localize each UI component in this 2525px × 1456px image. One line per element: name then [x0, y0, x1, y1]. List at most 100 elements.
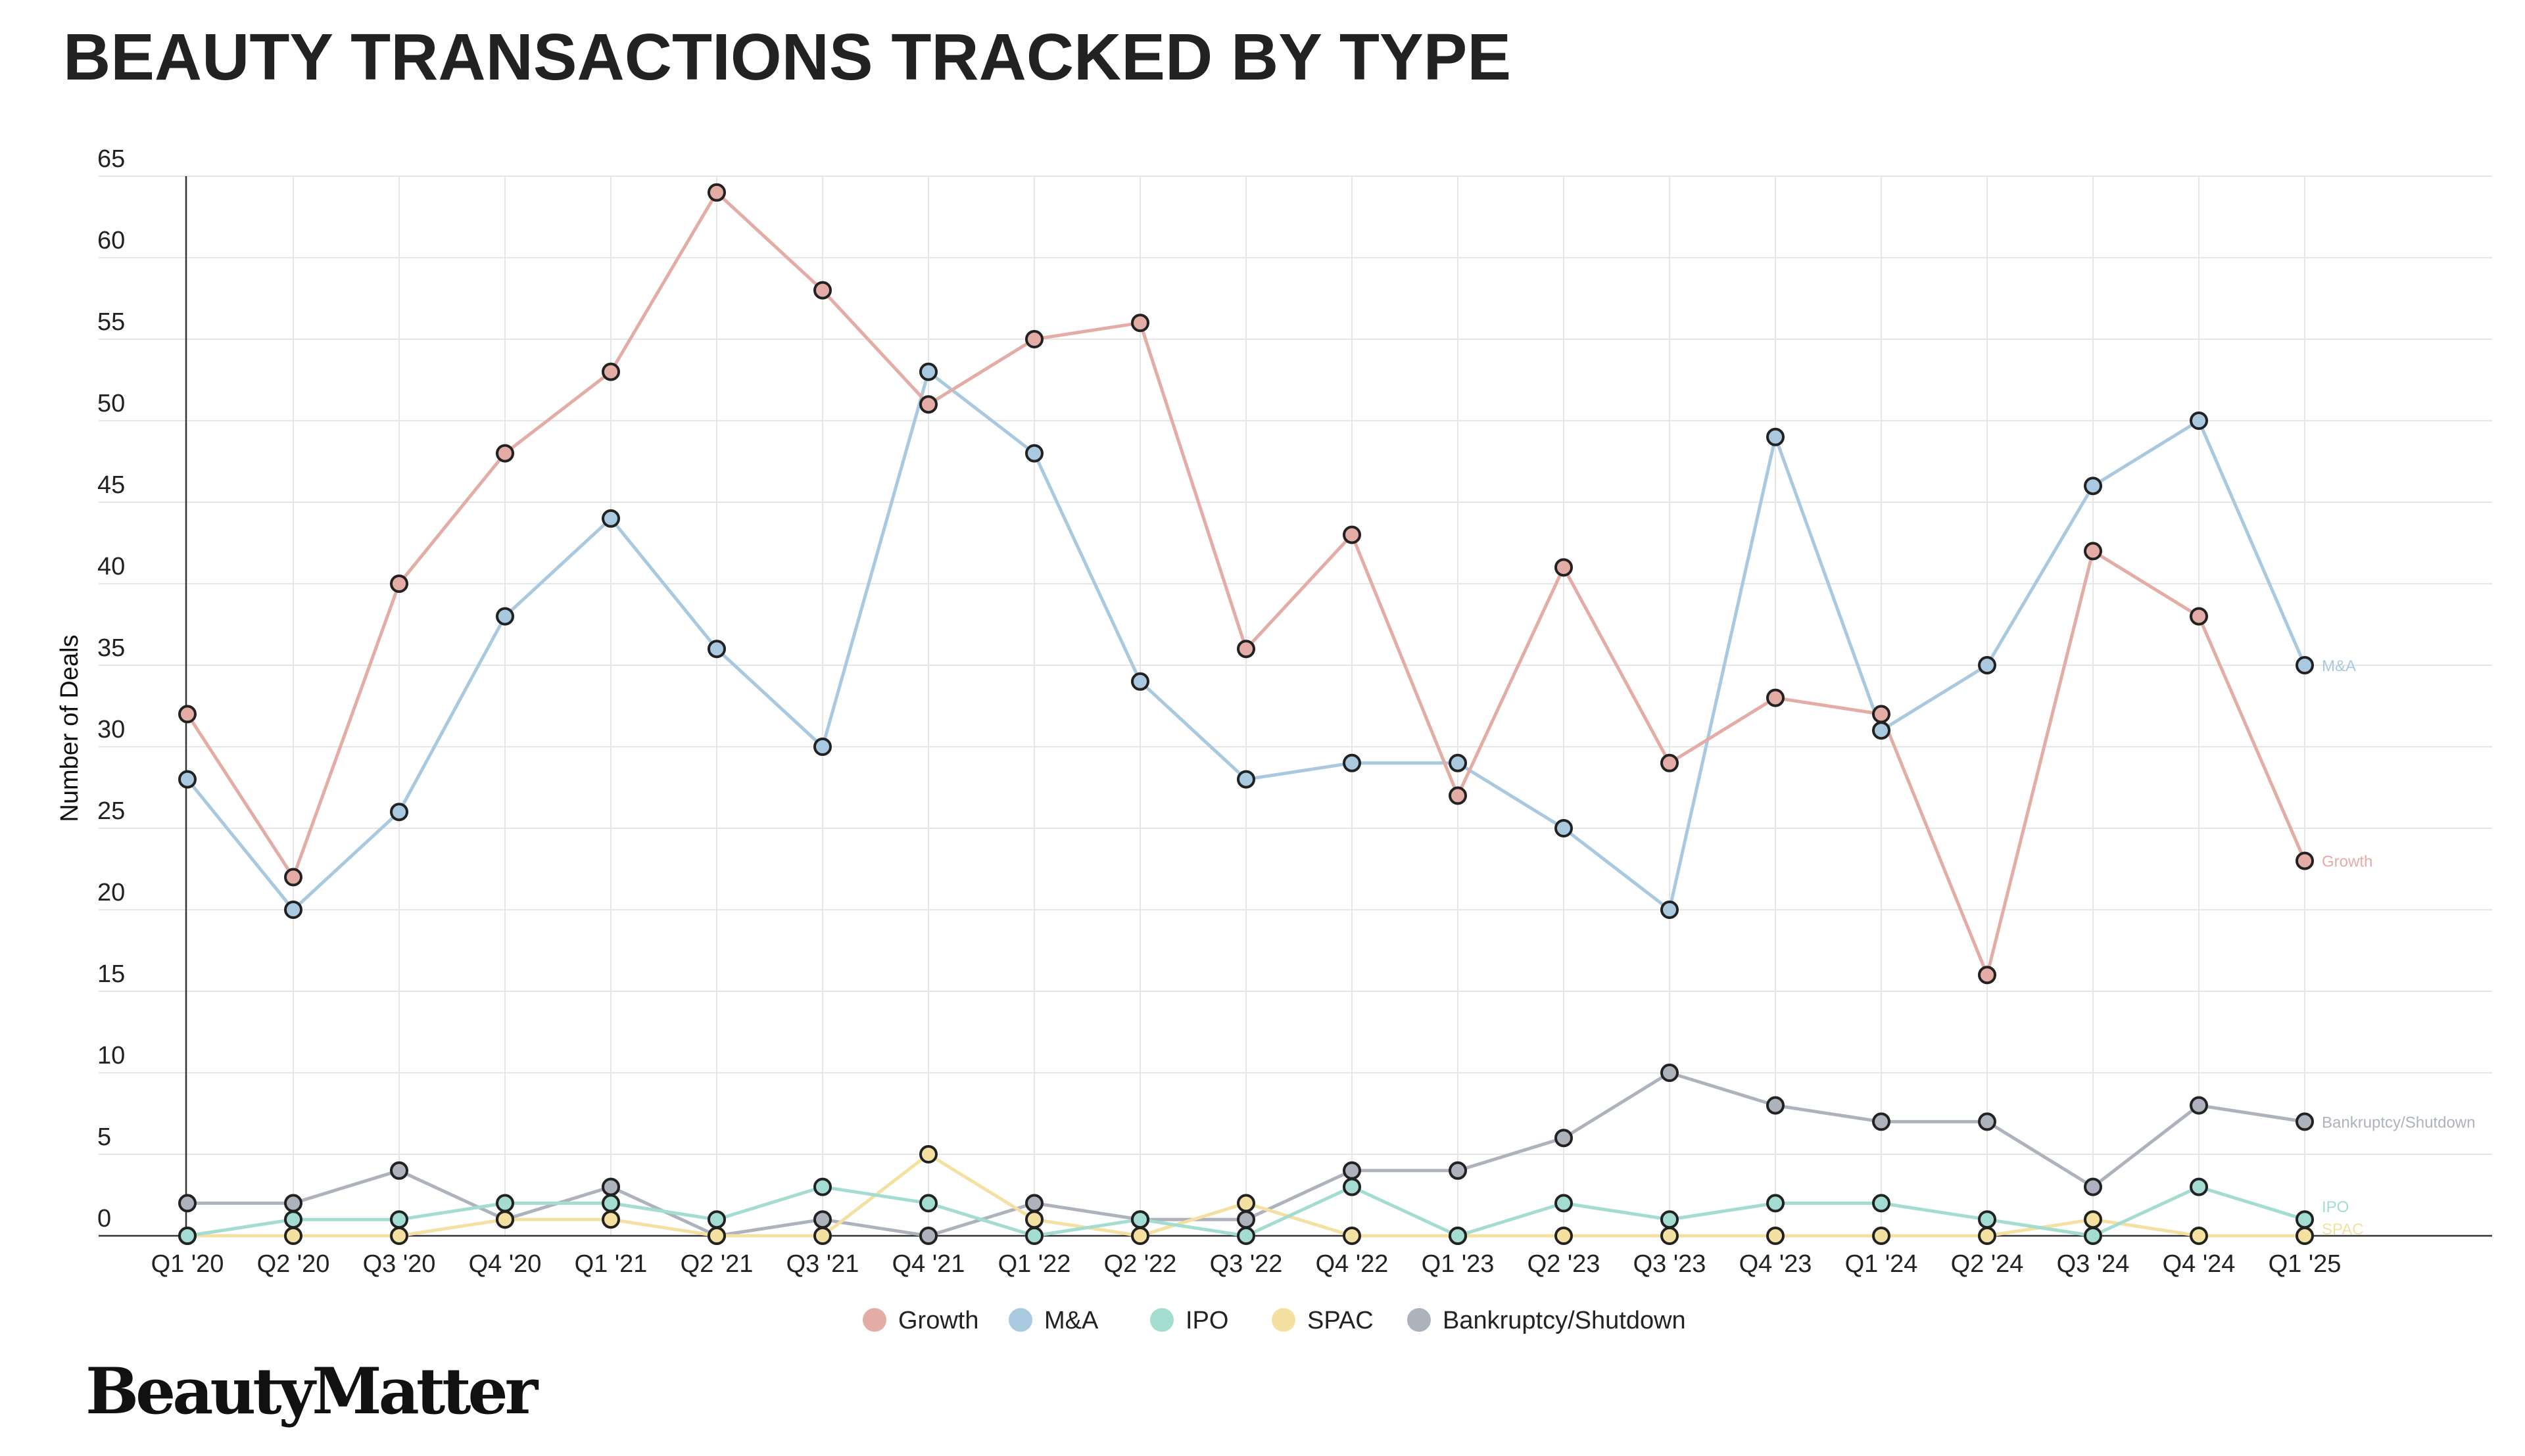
data-point-growth [2296, 851, 2314, 870]
y-tick-label: 25 [97, 797, 125, 825]
end-label-ipo: IPO [2322, 1198, 2349, 1216]
data-point-ipo [1025, 1227, 1044, 1245]
legend-swatch [863, 1308, 886, 1332]
legend-item-spac: SPAC [1272, 1307, 1374, 1334]
y-axis-title: Number of Deals [56, 634, 84, 822]
data-point-growth [708, 183, 726, 202]
data-point-ipo [1343, 1177, 1361, 1196]
data-point-ipo [1978, 1210, 1996, 1229]
data-point-ipo [1660, 1210, 1679, 1229]
series [178, 183, 2314, 1245]
data-point-growth [602, 362, 620, 381]
x-tick-label: Q1 '20 [151, 1250, 224, 1278]
data-point-growth [1766, 688, 1785, 707]
x-tick-label: Q2 '20 [257, 1250, 330, 1278]
x-tick-label: Q3 '20 [363, 1250, 436, 1278]
data-point-m-a [1025, 444, 1044, 463]
legend-item-m-a: M&A [1009, 1307, 1099, 1334]
y-tick-label: 10 [97, 1042, 125, 1069]
data-point-bankruptcy-shutdown [2084, 1177, 2102, 1196]
data-point-m-a [1660, 901, 1679, 919]
data-point-spac [1025, 1210, 1044, 1229]
data-point-spac [1978, 1227, 1996, 1245]
data-point-ipo [1554, 1194, 1573, 1213]
data-point-spac [1554, 1227, 1573, 1245]
legend-label: Growth [898, 1307, 978, 1334]
data-point-bankruptcy-shutdown [178, 1194, 197, 1213]
data-point-m-a [1131, 672, 1149, 691]
y-tick-label: 30 [97, 716, 125, 743]
x-tick-label: Q2 '21 [681, 1250, 754, 1278]
data-point-bankruptcy-shutdown [1554, 1129, 1573, 1148]
data-point-m-a [2296, 656, 2314, 674]
series-end-labels: Growth M&A IPO SPAC Bankruptcy/Shutdown [2322, 657, 2475, 1238]
data-point-bankruptcy-shutdown [1449, 1161, 1467, 1180]
data-point-m-a [1449, 753, 1467, 772]
x-tick-label: Q2 '23 [1527, 1250, 1600, 1278]
data-point-spac [390, 1227, 408, 1245]
data-point-bankruptcy-shutdown [1660, 1064, 1679, 1082]
data-point-growth [1660, 753, 1679, 772]
data-point-spac [284, 1227, 302, 1245]
data-point-ipo [602, 1194, 620, 1213]
data-point-ipo [2190, 1177, 2208, 1196]
data-point-m-a [1554, 819, 1573, 837]
y-tick-label: 0 [97, 1205, 111, 1233]
end-label-spac: SPAC [2322, 1221, 2364, 1238]
legend-item-bankruptcy-shutdown: Bankruptcy/Shutdown [1407, 1307, 1686, 1334]
data-point-m-a [602, 509, 620, 528]
y-tick-label: 20 [97, 879, 125, 906]
data-point-growth [1343, 525, 1361, 544]
data-point-growth [178, 705, 197, 724]
x-tick-label: Q3 '23 [1633, 1250, 1706, 1278]
grid-lines [99, 176, 2492, 1236]
data-point-ipo [1449, 1227, 1467, 1245]
data-point-growth [390, 575, 408, 593]
data-point-bankruptcy-shutdown [1978, 1112, 1996, 1131]
data-point-ipo [1766, 1194, 1785, 1213]
x-tick-labels: Q1 '20 Q2 '20 Q3 '20 Q4 '20 Q1 '21 Q2 '21 Q3 '… [151, 1250, 2342, 1278]
y-tick-label: 40 [97, 553, 125, 580]
x-tick-label: Q3 '22 [1210, 1250, 1283, 1278]
data-point-growth [1978, 966, 1996, 985]
x-tick-label: Q4 '23 [1739, 1250, 1812, 1278]
data-point-growth [284, 868, 302, 887]
beautymatter-logo: BeautyMatter [85, 1354, 538, 1428]
data-point-spac [919, 1145, 938, 1163]
legend-swatch [1272, 1308, 1295, 1332]
data-point-ipo [1131, 1210, 1149, 1229]
legend-swatch [1009, 1308, 1032, 1332]
x-tick-label: Q3 '21 [786, 1250, 859, 1278]
data-point-m-a [1237, 770, 1255, 789]
legend-label: SPAC [1307, 1307, 1374, 1334]
x-tick-label: Q3 '24 [2057, 1250, 2130, 1278]
x-tick-label: Q1 '25 [2269, 1250, 2342, 1278]
data-point-ipo [1237, 1227, 1255, 1245]
data-point-m-a [2190, 411, 2208, 430]
data-point-m-a [919, 362, 938, 381]
data-point-m-a [1766, 427, 1785, 446]
data-point-growth [2084, 542, 2102, 561]
data-point-growth [2190, 607, 2208, 626]
data-point-ipo [2296, 1210, 2314, 1229]
data-point-growth [1554, 558, 1573, 577]
data-point-spac [2296, 1227, 2314, 1245]
legend-label: IPO [1186, 1307, 1228, 1334]
data-point-spac [1766, 1227, 1785, 1245]
y-tick-label: 50 [97, 390, 125, 417]
y-tick-label: 15 [97, 960, 125, 988]
y-tick-label: 65 [97, 145, 125, 173]
data-point-m-a [1343, 753, 1361, 772]
legend-item-growth: Growth [863, 1307, 978, 1334]
data-point-spac [1660, 1227, 1679, 1245]
end-label-growth: Growth [2322, 853, 2372, 871]
data-point-ipo [1872, 1194, 1890, 1213]
legend-swatch [1407, 1308, 1431, 1332]
x-tick-label: Q4 '20 [469, 1250, 542, 1278]
data-point-ipo [813, 1177, 832, 1196]
data-point-bankruptcy-shutdown [1237, 1210, 1255, 1229]
data-point-growth [1025, 330, 1044, 348]
data-point-m-a [496, 607, 514, 626]
data-point-growth [1872, 705, 1890, 724]
y-tick-label: 60 [97, 227, 125, 254]
